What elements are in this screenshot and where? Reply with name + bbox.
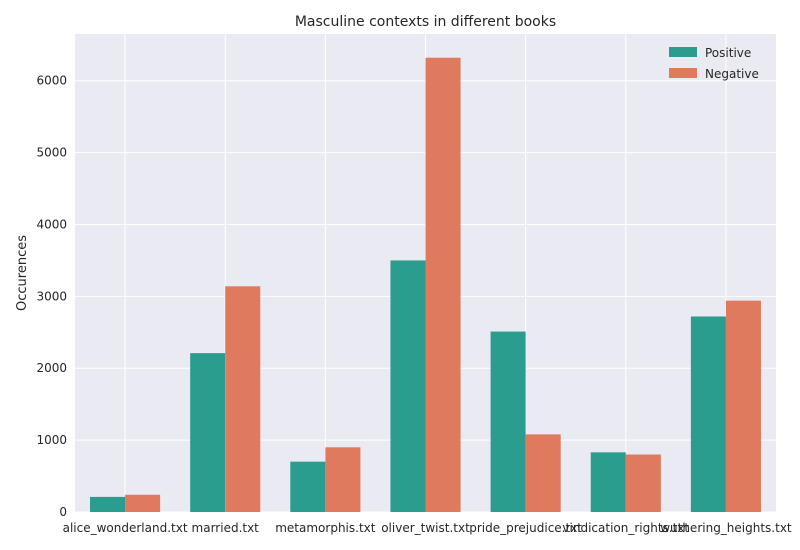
bar-negative (425, 57, 461, 512)
legend-swatch (669, 47, 697, 57)
bar-negative (325, 447, 361, 512)
bar-positive (90, 496, 126, 512)
x-tick-label: wuthering_heights.txt (660, 521, 792, 535)
bar-positive (490, 331, 526, 512)
y-tick-label: 4000 (36, 217, 67, 231)
chart-title: Masculine contexts in different books (295, 14, 556, 30)
x-tick-label: pride_prejudice.txt (469, 521, 582, 535)
y-tick-labels: 0 1000 2000 3000 4000 5000 6000 (36, 74, 67, 519)
y-tick-label: 0 (59, 505, 67, 519)
x-tick-labels: alice_wonderland.txt married.txt metamorph… (63, 521, 792, 535)
legend-label: Negative (705, 67, 759, 81)
bar-positive (190, 353, 226, 512)
x-tick-label: metamorphis.txt (275, 521, 376, 535)
legend: Positive Negative (669, 46, 759, 81)
bar-negative (125, 494, 161, 512)
y-tick-label: 6000 (36, 74, 67, 88)
legend-label: Positive (705, 46, 751, 60)
bar-negative (525, 434, 561, 512)
bar-positive (690, 316, 726, 512)
bar-negative (625, 454, 661, 512)
y-tick-label: 3000 (36, 289, 67, 303)
bar-positive (290, 461, 326, 512)
x-tick-label: alice_wonderland.txt (63, 521, 188, 535)
bar-negative (225, 286, 261, 512)
x-tick-label: married.txt (192, 521, 260, 535)
y-tick-label: 1000 (36, 433, 67, 447)
y-axis-label: Occurences (15, 235, 30, 311)
bar-negative (725, 300, 761, 512)
x-tick-label: vindication_rights.txt (562, 521, 689, 535)
legend-swatch (669, 68, 697, 78)
y-tick-label: 2000 (36, 361, 67, 375)
y-tick-label: 5000 (36, 146, 67, 160)
bar-positive (390, 260, 426, 512)
x-tick-label: oliver_twist.txt (381, 521, 470, 535)
bars (90, 57, 761, 512)
bar-positive (590, 452, 626, 512)
